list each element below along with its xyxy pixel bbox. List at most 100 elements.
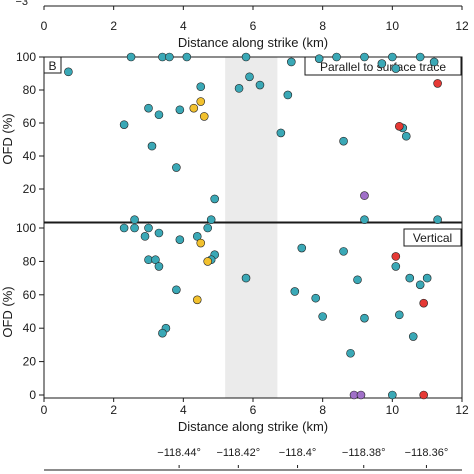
panel-b-point xyxy=(126,52,136,62)
panel-vertical-point xyxy=(154,262,164,271)
longitude-tick-label: −118.4° xyxy=(279,447,317,459)
panel-vertical-xtick-label: 2 xyxy=(110,403,117,417)
panel-vertical-points xyxy=(119,215,442,400)
panel-b-point xyxy=(360,191,369,200)
panel-vertical-point xyxy=(297,243,307,253)
panel-vertical-point xyxy=(391,252,401,261)
panel-vertical-point xyxy=(394,310,404,320)
panel-vertical-ytick-label: 40 xyxy=(23,321,37,335)
panel-vertical-point xyxy=(408,332,418,341)
panel-vertical-point xyxy=(130,223,139,233)
panel-b-point xyxy=(433,79,442,88)
panel-vertical-xtick-label: 6 xyxy=(250,403,257,417)
panel-b-point xyxy=(196,97,206,106)
panel-vertical-ytick-label: 80 xyxy=(23,254,37,268)
top-xtick-label: 8 xyxy=(319,19,326,33)
panel-b-point xyxy=(360,52,369,62)
panel-vertical-xtick-label: 0 xyxy=(41,403,48,417)
panel-b-point xyxy=(241,52,251,62)
panel-b-ylabel: OFD (%) xyxy=(0,113,15,164)
panel-b-point xyxy=(255,80,265,90)
panel-vertical-point xyxy=(339,247,348,256)
panel-vertical-point xyxy=(192,232,202,241)
panel-vertical-point xyxy=(311,293,321,303)
panel-vertical-point xyxy=(140,232,150,241)
panel-b-point xyxy=(189,103,199,113)
top-xtick-label: 6 xyxy=(250,19,257,33)
panel-b-label: B xyxy=(48,59,56,73)
panel-b-ytick-label: 100 xyxy=(16,50,36,64)
panel-b-point xyxy=(377,59,387,68)
panel-vertical-yticks: 0 20 40 60 80 100 xyxy=(16,221,44,402)
panel-vertical-ytick-label: 100 xyxy=(16,221,36,235)
panel-b-yticks: 20 40 60 80 100 xyxy=(16,50,44,196)
panel-b-point xyxy=(401,131,411,141)
panel-b-point xyxy=(64,67,73,77)
longitude-axis-base xyxy=(0,468,474,474)
longitude-tick-label: −118.36° xyxy=(405,447,449,459)
top-panel: −3 Distance along strike (km) 0 2 4 6 8 10 12 xyxy=(15,0,469,50)
panel-vertical-point xyxy=(419,390,428,400)
longitude-axis-ticks: −118.44° −118.42° −118.4° −118.38° −118.36° xyxy=(157,447,448,470)
panel-b-point xyxy=(287,57,296,67)
top-panel-ytick: −3 xyxy=(15,0,28,8)
panel-b-frame xyxy=(43,56,463,223)
panel-b-point xyxy=(339,136,348,146)
top-xtick-label: 10 xyxy=(386,19,400,33)
panel-vertical-point xyxy=(172,285,181,295)
panel-vertical-point xyxy=(415,280,425,290)
panel-vertical-point xyxy=(206,215,216,224)
panel-b-point xyxy=(119,120,129,129)
panel-b-point xyxy=(147,141,157,151)
panel-b-points xyxy=(64,52,442,204)
panel-vertical-point xyxy=(154,228,164,238)
panel-vertical-point xyxy=(405,273,415,283)
top-xtick-label: 12 xyxy=(455,19,469,33)
panel-b-ytick-label: 20 xyxy=(23,182,37,196)
panel-vertical-point xyxy=(203,223,213,233)
longitude-tick-label: −118.38° xyxy=(342,447,386,459)
panel-vertical-point xyxy=(130,215,139,224)
panel-b-point xyxy=(144,103,153,113)
panel-vertical-point xyxy=(419,298,428,308)
panel-b-point xyxy=(175,105,185,115)
panel-vertical-point xyxy=(391,262,401,271)
top-xtick-label: 4 xyxy=(180,19,187,33)
top-panel-xlabel: Distance along strike (km) xyxy=(178,35,328,50)
panel-b-point xyxy=(415,52,425,62)
panel-b-point xyxy=(199,112,209,121)
top-xtick-label: 0 xyxy=(41,19,48,33)
top-xtick-label: 2 xyxy=(110,19,117,33)
longitude-tick-label: −118.44° xyxy=(157,447,201,459)
panel-vertical-point xyxy=(241,273,251,283)
panel-vertical-ytick-label: 20 xyxy=(23,355,37,369)
panel-b: B Parallel to surface trace OFD (%) 2040… xyxy=(0,50,463,223)
panel-vertical-xlabel: Distance along strike (km) xyxy=(178,419,328,434)
panel-vertical-point xyxy=(318,312,327,321)
panel-vertical-point xyxy=(203,257,213,266)
panel-vertical-point xyxy=(356,390,366,400)
panel-vertical-point xyxy=(151,255,160,265)
panel-vertical-ytick-label: 60 xyxy=(23,288,37,302)
panel-b-point xyxy=(165,52,174,62)
panel-vertical-xticks: 0 2 4 6 8 10 12 xyxy=(41,398,469,417)
panel-vertical-point xyxy=(119,223,129,233)
panel-b-ytick-label: 40 xyxy=(23,149,37,163)
longitude-tick-label: −118.42° xyxy=(217,447,261,459)
panel-b-point xyxy=(429,57,439,67)
panel-vertical-point xyxy=(175,235,185,244)
panel-vertical-point xyxy=(433,215,442,224)
panel-b-label-box xyxy=(43,56,62,74)
panel-b-point xyxy=(283,90,293,100)
panel-vertical-point xyxy=(192,295,202,305)
panel-vertical-point xyxy=(353,275,362,285)
panel-b-point xyxy=(394,122,404,131)
panel-vertical-point xyxy=(422,273,432,283)
panel-vertical-point xyxy=(388,390,397,400)
panel-b-shaded-band xyxy=(225,57,278,222)
panel-b-point xyxy=(172,163,181,172)
panel-b-ytick-label: 80 xyxy=(23,83,37,97)
panel-vertical-shaded-band xyxy=(225,223,278,398)
